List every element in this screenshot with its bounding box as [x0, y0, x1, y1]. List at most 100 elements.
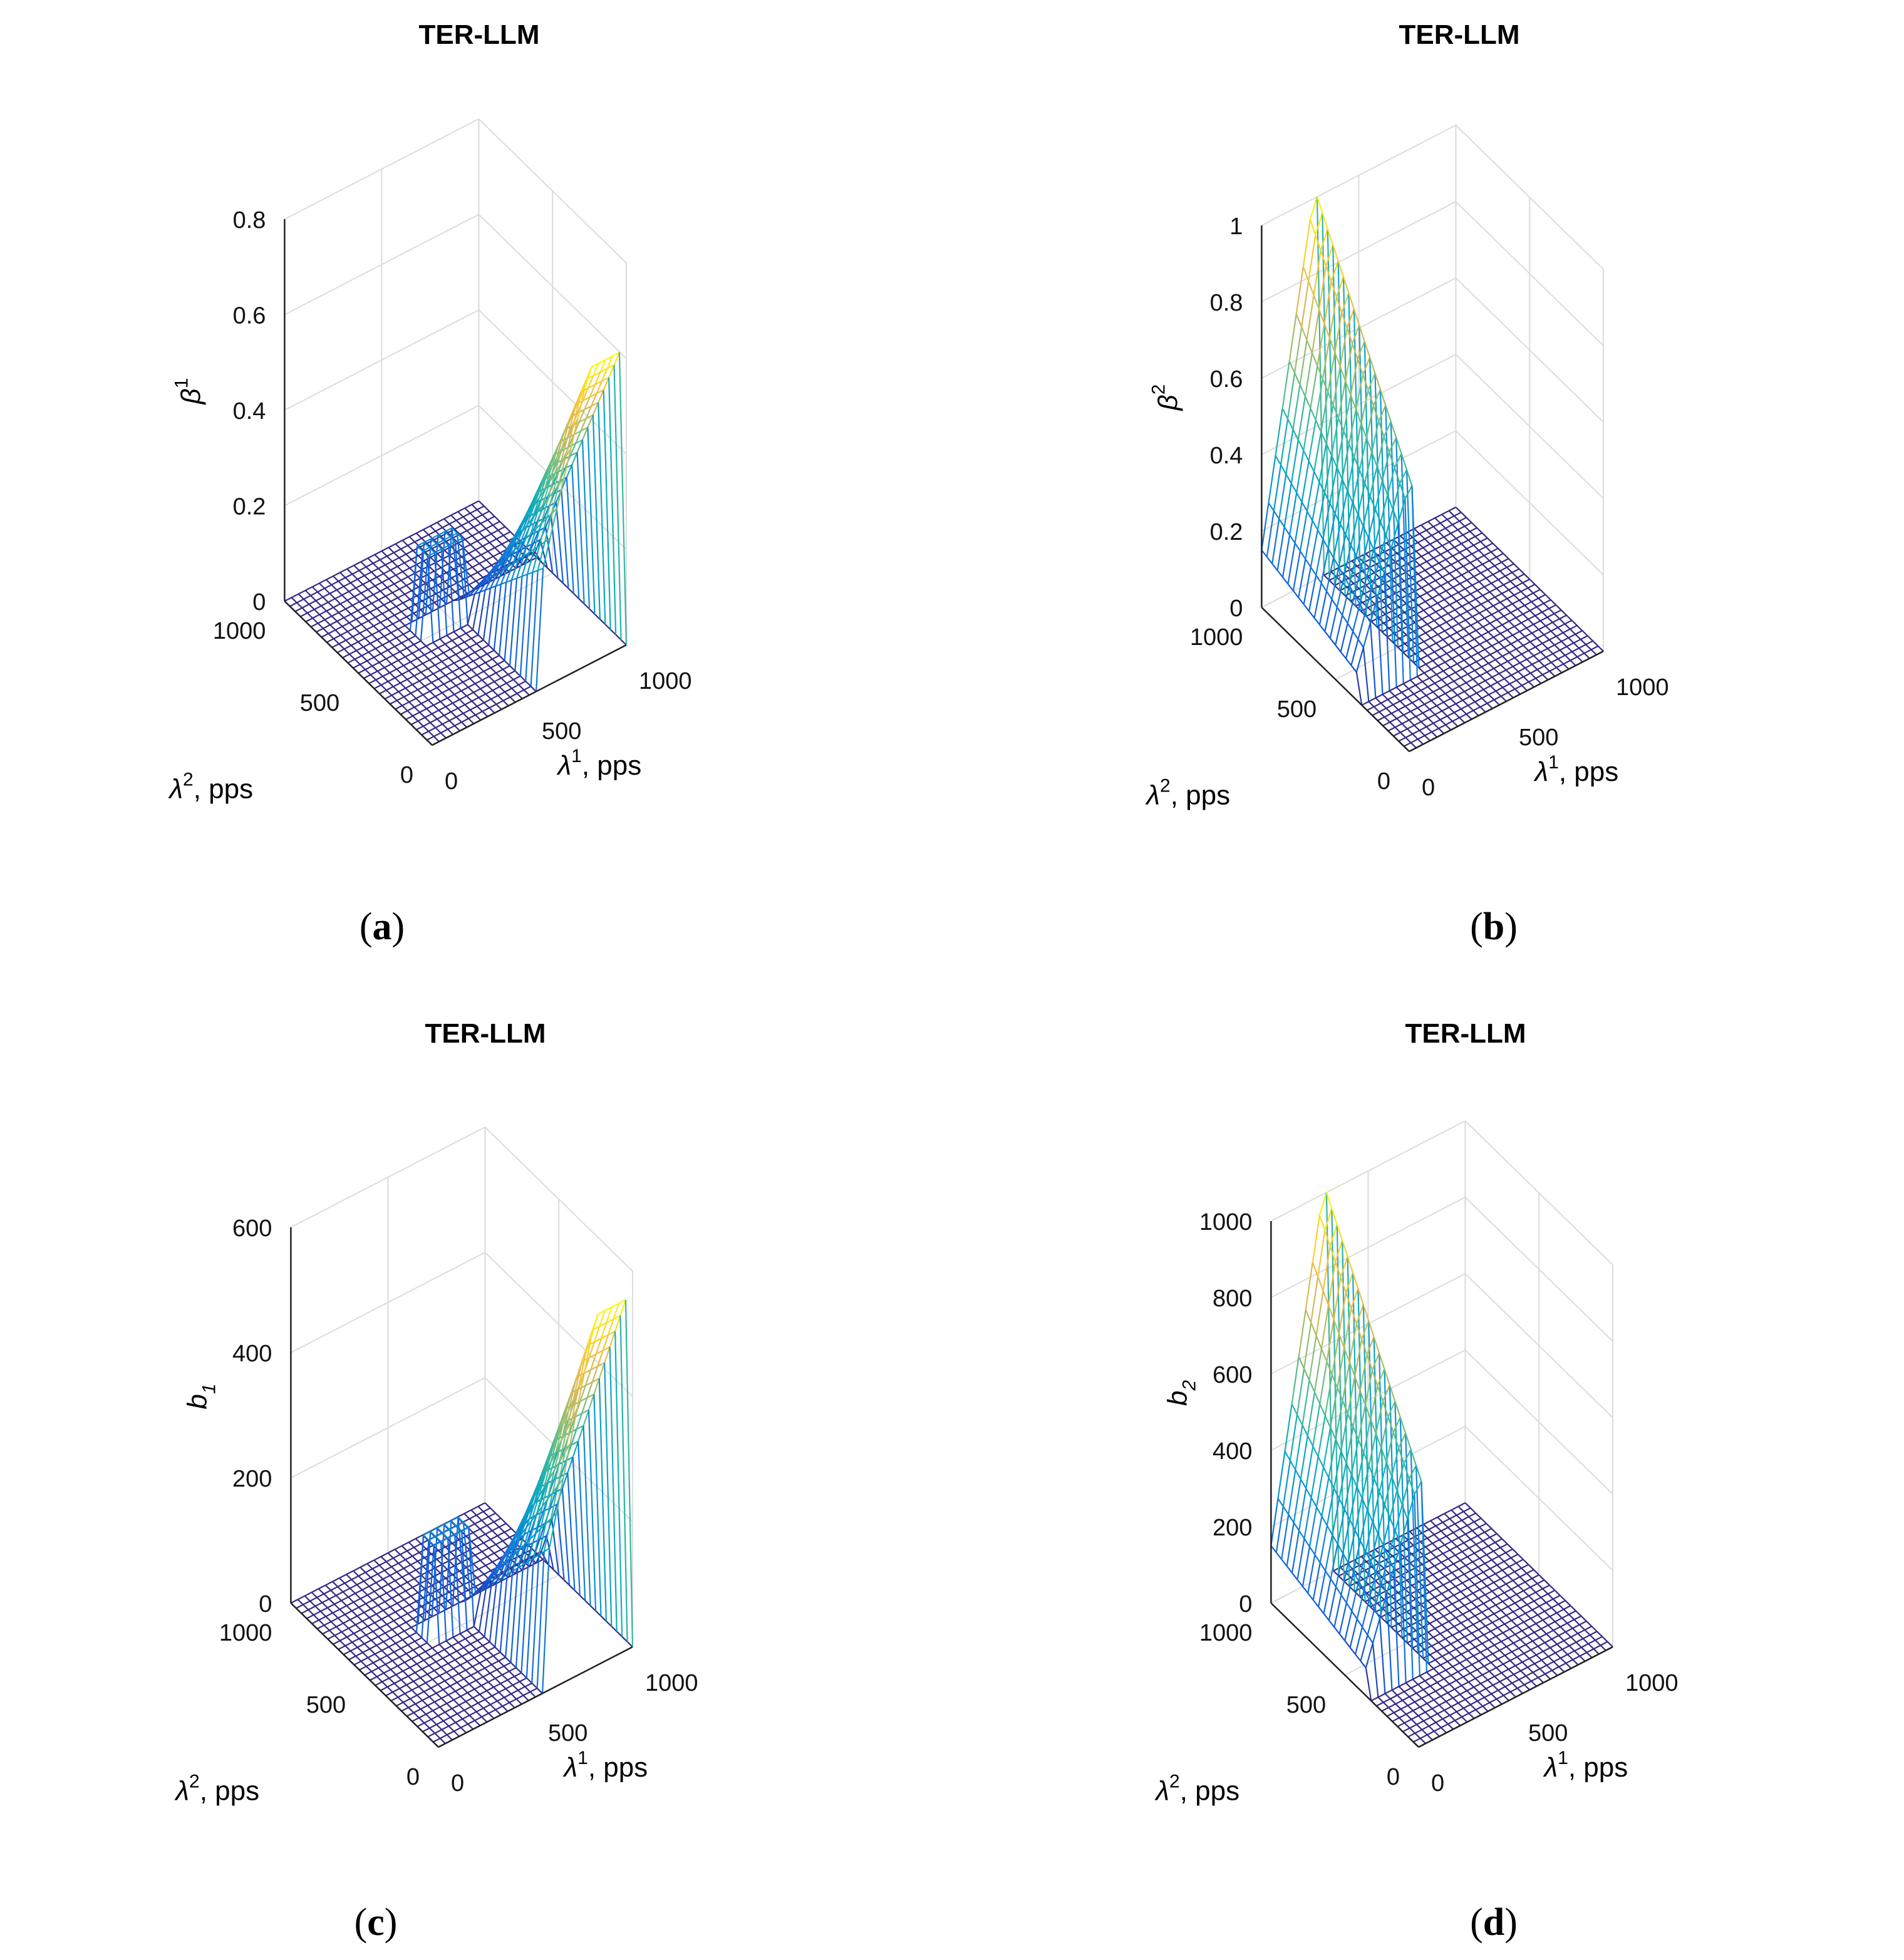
mesh-line	[1322, 378, 1329, 393]
mesh-line	[490, 663, 499, 669]
mesh-line	[1409, 716, 1417, 721]
mesh-line	[396, 1634, 403, 1641]
mesh-line	[1288, 314, 1297, 361]
mesh-line	[386, 1620, 395, 1625]
mesh-line	[1437, 599, 1445, 604]
mesh-line	[386, 618, 393, 625]
mesh-line	[1565, 651, 1573, 656]
mesh-line	[385, 1664, 391, 1670]
mesh-line	[1424, 668, 1432, 674]
mesh-line	[1306, 339, 1313, 354]
mesh-line	[475, 714, 482, 721]
mesh-line	[1477, 590, 1484, 596]
mesh-line	[478, 697, 485, 703]
mesh-line	[447, 662, 455, 668]
mesh-line	[1497, 681, 1504, 688]
mesh-line	[395, 1576, 403, 1582]
mesh-line	[448, 1725, 455, 1732]
mesh-line	[329, 1626, 337, 1631]
mesh-line	[1347, 456, 1355, 491]
mesh-line	[1492, 574, 1499, 580]
mesh-line	[1451, 564, 1457, 570]
mesh-line	[1395, 437, 1404, 652]
mesh-line	[510, 1662, 517, 1669]
mesh-line	[375, 647, 381, 654]
mesh-line	[1293, 590, 1300, 598]
mesh-line	[1445, 527, 1452, 534]
mesh-line	[495, 1709, 502, 1716]
mesh-line	[395, 1674, 402, 1681]
mesh-line	[1427, 517, 1436, 522]
mesh-line	[1423, 606, 1431, 611]
mesh-line	[620, 639, 627, 646]
mesh-line	[400, 1679, 407, 1686]
z-tick-label: 0.8	[1210, 290, 1243, 316]
mesh-line	[391, 659, 399, 665]
mesh-line	[1464, 557, 1471, 564]
mesh-line	[613, 352, 620, 366]
mesh-line	[349, 618, 357, 624]
mesh-line	[1528, 678, 1536, 683]
mesh-line	[515, 1564, 524, 1668]
mesh-line	[405, 550, 413, 555]
mesh-line	[365, 1568, 373, 1574]
mesh-line	[353, 561, 361, 566]
mesh-line	[462, 650, 468, 657]
mesh-line	[325, 1616, 332, 1622]
mesh-line	[485, 693, 492, 700]
mesh-line	[433, 669, 441, 675]
mesh-line	[366, 1594, 373, 1601]
mesh-line	[1427, 620, 1435, 625]
mesh-line	[472, 1693, 480, 1699]
y-axis-label: λ2, pps	[168, 769, 253, 804]
mesh-line	[455, 685, 462, 692]
mesh-line	[1523, 610, 1531, 615]
mesh-line	[445, 639, 453, 645]
mesh-line	[465, 632, 472, 639]
mesh-line	[487, 1650, 494, 1657]
mesh-line	[455, 1587, 462, 1594]
mesh-line	[1428, 580, 1436, 585]
mesh-line	[465, 660, 474, 666]
mesh-line	[379, 559, 386, 565]
mesh-line	[408, 698, 416, 703]
mesh-line	[1470, 656, 1477, 663]
mesh-line	[1437, 634, 1444, 641]
mesh-line	[1334, 513, 1342, 525]
mesh-line	[327, 1634, 335, 1640]
mesh-line	[364, 602, 372, 608]
mesh-line	[361, 1621, 368, 1627]
mesh-line	[407, 706, 415, 711]
mesh-line	[502, 669, 509, 675]
mesh-line	[1462, 633, 1470, 639]
mesh-line	[1454, 708, 1462, 713]
mesh-line	[456, 713, 464, 718]
mesh-line	[1549, 636, 1557, 641]
mesh-line	[1350, 639, 1359, 666]
mesh-line	[1417, 573, 1424, 580]
mesh-line	[375, 616, 381, 623]
mesh-line	[505, 1656, 512, 1663]
mesh-line	[1340, 651, 1347, 659]
mesh-line	[437, 1527, 443, 1534]
mesh-line	[1516, 644, 1524, 650]
mesh-line	[434, 1567, 441, 1574]
mesh-line	[615, 634, 622, 641]
mesh-line	[1535, 674, 1543, 679]
mesh-line	[606, 356, 613, 369]
mesh-line	[1402, 683, 1409, 689]
mesh-line	[1405, 702, 1413, 707]
mesh-line	[470, 571, 479, 577]
mesh-line	[1444, 595, 1452, 601]
mesh-line	[452, 671, 458, 678]
mesh-line	[1465, 619, 1472, 626]
mesh-line	[1449, 541, 1455, 548]
mesh-line	[366, 625, 375, 631]
mesh-line	[338, 612, 344, 619]
mesh-line	[350, 579, 358, 584]
mesh-line	[437, 1649, 445, 1654]
mesh-line	[1570, 656, 1578, 661]
mesh-line	[405, 656, 411, 663]
mesh-line	[1381, 451, 1390, 481]
mesh-line	[333, 1640, 341, 1645]
